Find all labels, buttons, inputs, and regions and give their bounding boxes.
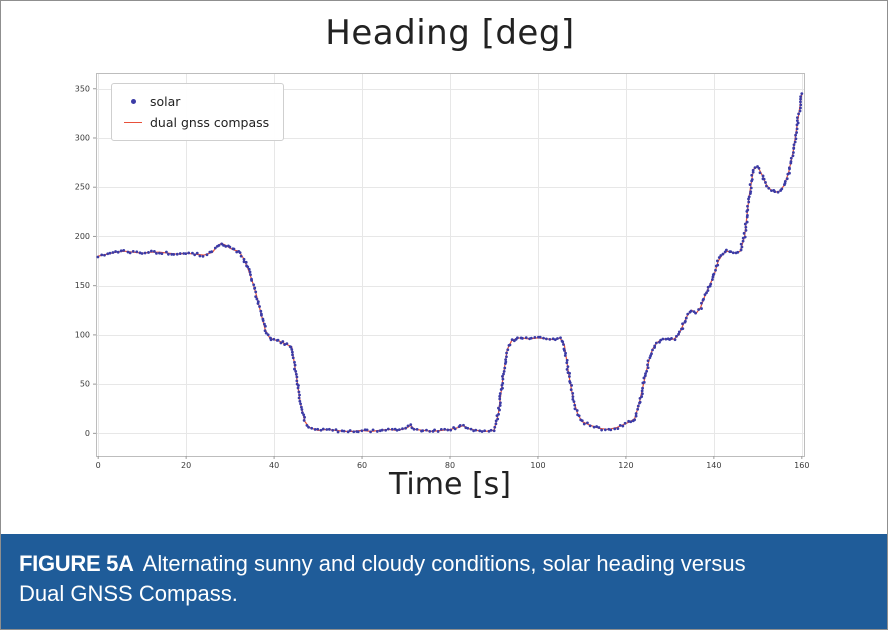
solar-marker-icon [120, 99, 146, 104]
legend-label-gnss: dual gnss compass [150, 115, 270, 130]
figure-caption-tag: FIGURE 5A [19, 551, 134, 576]
gnss-line-icon [124, 122, 142, 123]
figure-caption-text: Alternating sunny and cloudy conditions,… [19, 551, 746, 606]
plot-canvas [1, 1, 887, 534]
plot-legend: solar dual gnss compass [111, 83, 285, 141]
solar-dot-icon [130, 99, 136, 104]
legend-item-solar: solar [120, 91, 269, 112]
legend-item-gnss: dual gnss compass [120, 112, 269, 133]
gnss-line-marker-icon [120, 122, 146, 123]
figure-caption-bar: FIGURE 5A Alternating sunny and cloudy co… [1, 534, 887, 629]
x-axis-label: Time [s] [389, 467, 511, 502]
legend-label-solar: solar [150, 94, 181, 109]
